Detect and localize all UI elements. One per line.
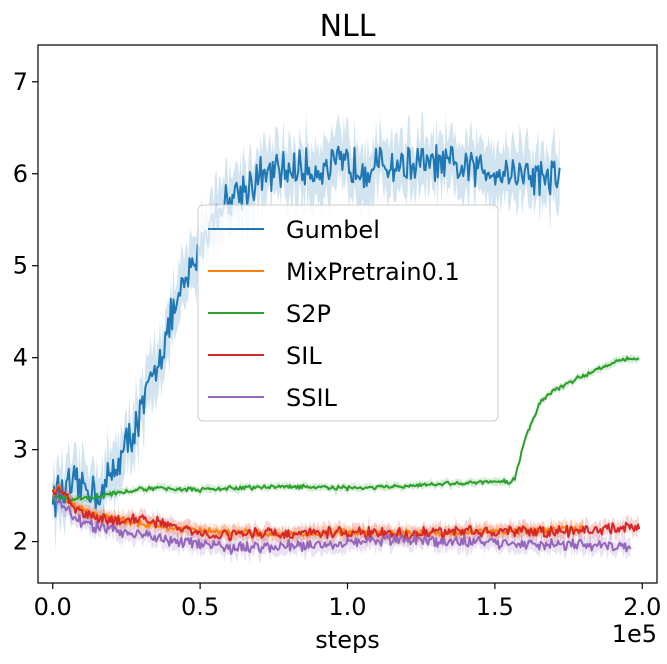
x-tick-label: 0.0: [34, 593, 72, 621]
line-ssil: [52, 496, 632, 555]
y-tick-label: 6: [13, 160, 28, 188]
legend-label: Gumbel: [286, 216, 380, 244]
line-sil: [51, 486, 641, 542]
chart-title: NLL: [320, 9, 376, 44]
band-gumbel: [52, 110, 560, 552]
series-lines: [51, 144, 641, 555]
legend-label: SIL: [286, 342, 322, 370]
legend-box: [197, 204, 499, 422]
legend: Gumbel MixPretrain0.1 S2P SIL SSIL: [197, 204, 499, 422]
x-axis-label: steps: [315, 626, 379, 654]
legend-label: SSIL: [286, 384, 338, 412]
x-tick-label: 1.0: [328, 593, 366, 621]
line-gumbel: [51, 144, 561, 518]
x-axis-offset-label: 1e5: [612, 620, 657, 648]
legend-label: MixPretrain0.1: [286, 258, 460, 286]
line-mixpretrain0-1: [52, 484, 584, 538]
x-tick-label: 1.5: [476, 593, 514, 621]
x-tick-label: 2.0: [623, 593, 661, 621]
x-axis: 0.0 0.5 1.0 1.5 2.0: [34, 583, 661, 621]
y-tick-label: 7: [13, 68, 28, 96]
y-tick-label: 3: [13, 436, 28, 464]
y-tick-label: 2: [13, 528, 28, 556]
y-tick-label: 4: [13, 344, 28, 372]
x-tick-label: 0.5: [181, 593, 219, 621]
y-tick-label: 5: [13, 252, 28, 280]
legend-label: S2P: [286, 300, 331, 328]
y-axis: 2 3 4 5 6 7: [13, 68, 38, 556]
line-s2p: [51, 356, 640, 502]
